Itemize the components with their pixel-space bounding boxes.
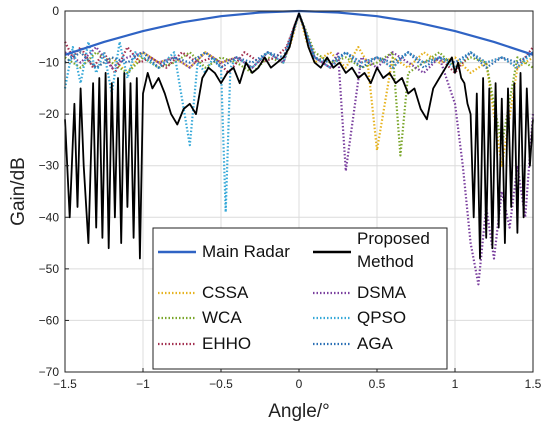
series-line-ehho [64, 12, 534, 75]
legend: Main Radar Proposed Method CSSA DSMA WCA QPSO E… [152, 227, 448, 370]
x-tick-label: 0.5 [369, 377, 386, 391]
y-tick-label: −50 [39, 262, 60, 276]
legend-label-dsma: DSMA [357, 283, 407, 302]
legend-label-proposed-method: Method [357, 252, 414, 271]
legend-label-aga: AGA [357, 334, 394, 353]
x-tick-label: −1.5 [53, 377, 77, 391]
legend-label-main-radar: Main Radar [202, 242, 290, 261]
series-line-qpso [63, 12, 534, 214]
y-tick-label: −40 [39, 210, 60, 224]
y-tick-label: −30 [39, 159, 60, 173]
legend-box [152, 227, 448, 370]
series-line-proposed-method [64, 12, 534, 260]
y-tick-label: −70 [39, 365, 60, 379]
y-tick-label: 0 [52, 4, 59, 18]
y-axis-label: Gain/dB [8, 157, 29, 226]
x-axis-ticks: −1.5 −1 −0.5 0 0.5 1 1.5 [53, 368, 542, 391]
x-axis-label: Angle/° [268, 401, 329, 422]
y-tick-label: −20 [39, 107, 60, 121]
y-tick-label: −60 [39, 313, 60, 327]
legend-label-qpso: QPSO [357, 308, 406, 327]
y-axis-ticks: 0 −10 −20 −30 −40 −50 −60 −70 [39, 4, 69, 379]
legend-label-ehho: EHHO [202, 334, 251, 353]
y-tick-label: −10 [39, 56, 60, 70]
x-tick-label: 1 [452, 377, 459, 391]
legend-label-cssa: CSSA [202, 283, 249, 302]
x-tick-label: −0.5 [209, 377, 233, 391]
legend-label-wca: WCA [202, 308, 242, 327]
x-tick-label: −1 [136, 377, 150, 391]
legend-label-proposed-method: Proposed [357, 229, 430, 248]
x-tick-label: 1.5 [525, 377, 542, 391]
x-tick-label: 0 [296, 377, 303, 391]
